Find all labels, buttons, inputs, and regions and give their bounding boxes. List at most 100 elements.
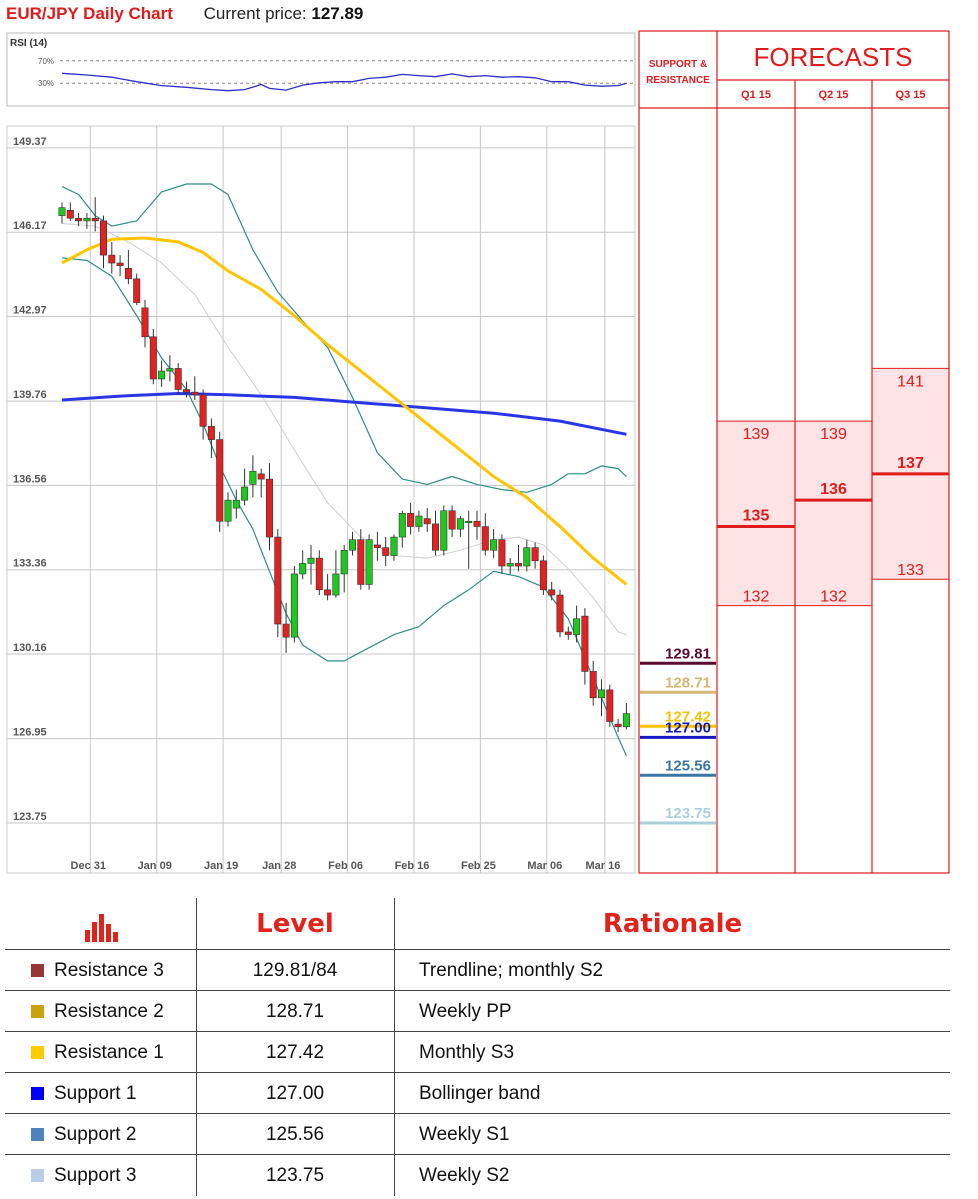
series-line-moving-average bbox=[61, 392, 627, 436]
rsi-level-label: 70% bbox=[38, 57, 54, 66]
forecast-low-label: 133 bbox=[897, 562, 924, 579]
level-color-swatch bbox=[31, 964, 44, 977]
level-value: 129.81/84 bbox=[252, 960, 338, 981]
forecast-range-box bbox=[795, 421, 872, 606]
chart-icon bbox=[85, 906, 121, 942]
candle-body bbox=[473, 520, 481, 527]
candle-body bbox=[299, 563, 307, 575]
y-tick-label: 130.16 bbox=[13, 642, 47, 654]
level-name: Support 3 bbox=[54, 1165, 137, 1186]
forecast-panel: 139 135 132 Q1 15 139 136 132 Q2 15 141 137 133 Q3 … bbox=[638, 30, 950, 874]
x-tick-label: Feb 25 bbox=[461, 860, 496, 872]
candle-body bbox=[315, 557, 323, 591]
y-tick-label: 136.56 bbox=[13, 473, 47, 485]
candle-body bbox=[274, 536, 282, 625]
forecast-quarter-label: Q2 15 bbox=[819, 89, 849, 101]
candle-body bbox=[108, 254, 116, 264]
x-tick-label: Mar 16 bbox=[585, 860, 620, 872]
candle-body bbox=[506, 563, 514, 567]
candle-body bbox=[207, 426, 215, 440]
series-line-bollinger-lower bbox=[61, 257, 627, 757]
series-line-bollinger-upper bbox=[61, 183, 627, 493]
forecast-range-box bbox=[717, 421, 795, 606]
y-tick-label: 139.76 bbox=[13, 389, 47, 401]
candle-body bbox=[133, 278, 141, 303]
forecast-mid-label: 135 bbox=[743, 508, 770, 525]
level-name: Resistance 2 bbox=[54, 1001, 164, 1022]
sr-level-label: 129.81 bbox=[665, 645, 711, 662]
current-price-value: 127.89 bbox=[311, 4, 364, 23]
rsi-panel: RSI (14) 70% 30% bbox=[6, 32, 636, 107]
candle-body bbox=[423, 518, 431, 525]
y-tick-label: 149.37 bbox=[13, 136, 47, 148]
table-row: Resistance 2 128.71 Weekly PP bbox=[5, 990, 950, 1032]
candle-body bbox=[83, 217, 91, 222]
candle-body bbox=[149, 336, 157, 380]
level-color-swatch bbox=[31, 1169, 44, 1182]
rationale-header: Rationale bbox=[602, 909, 743, 939]
table-divider bbox=[394, 898, 395, 1196]
candle-body bbox=[548, 589, 556, 596]
forecast-mid-label: 136 bbox=[820, 481, 847, 498]
candle-body bbox=[174, 368, 182, 390]
level-value: 125.56 bbox=[265, 1124, 325, 1145]
candle-body bbox=[265, 478, 273, 538]
candle-body bbox=[282, 623, 290, 638]
chart-area: RSI (14)70%30% 149.37146.17142.97139.761… bbox=[6, 30, 950, 874]
rsi-label: RSI (14) bbox=[10, 38, 47, 49]
forecast-high-label: 141 bbox=[897, 373, 924, 390]
forecast-quarter-label: Q1 15 bbox=[741, 89, 771, 101]
table-row: Support 1 127.00 Bollinger band bbox=[5, 1072, 950, 1114]
forecast-mid-label: 137 bbox=[897, 455, 924, 472]
candle-body bbox=[490, 539, 498, 551]
candle-body bbox=[398, 513, 406, 538]
level-value: 127.42 bbox=[265, 1042, 325, 1063]
candle-body bbox=[224, 499, 232, 522]
candle-body bbox=[191, 391, 199, 396]
level-value: 127.00 bbox=[265, 1083, 325, 1104]
candle-body bbox=[564, 631, 572, 635]
x-tick-label: Jan 28 bbox=[262, 860, 296, 872]
level-value: 123.75 bbox=[265, 1165, 325, 1186]
chart-header: EUR/JPY Daily Chart Current price: 127.8… bbox=[6, 4, 363, 28]
candle-body bbox=[75, 217, 83, 222]
candle-body bbox=[382, 547, 390, 556]
x-tick-label: Feb 06 bbox=[328, 860, 363, 872]
table-divider bbox=[196, 898, 197, 1196]
rsi-level-label: 30% bbox=[38, 79, 54, 88]
series-line-moving-average bbox=[61, 236, 628, 586]
candle-body bbox=[199, 394, 207, 427]
level-color-swatch bbox=[31, 1046, 44, 1059]
candle-body bbox=[100, 220, 108, 256]
candle-body bbox=[556, 594, 564, 633]
candle-body bbox=[539, 560, 547, 591]
level-rationale: Weekly PP bbox=[419, 1001, 512, 1022]
table-row: Resistance 1 127.42 Monthly S3 bbox=[5, 1031, 950, 1073]
candle-body bbox=[365, 539, 373, 585]
candle-body bbox=[481, 526, 489, 551]
x-tick-label: Jan 09 bbox=[138, 860, 172, 872]
chart-title: EUR/JPY Daily Chart bbox=[6, 4, 173, 23]
candle-body bbox=[290, 573, 298, 638]
y-tick-label: 146.17 bbox=[13, 220, 47, 232]
level-rationale: Bollinger band bbox=[419, 1083, 541, 1104]
sr-level-label: 125.56 bbox=[665, 757, 711, 774]
candle-body bbox=[66, 210, 74, 219]
candle-body bbox=[183, 389, 191, 393]
level-name: Resistance 3 bbox=[54, 960, 164, 981]
levels-table: Level Rationale Resistance 3 129.81/84 Tre… bbox=[5, 896, 950, 1196]
level-rationale: Weekly S2 bbox=[419, 1165, 510, 1186]
candle-body bbox=[58, 207, 66, 216]
y-tick-label: 133.36 bbox=[13, 558, 47, 570]
candle-body bbox=[348, 539, 356, 551]
sr-label: RESISTANCE bbox=[646, 75, 710, 86]
candle-body bbox=[614, 723, 622, 728]
x-tick-label: Mar 06 bbox=[527, 860, 562, 872]
candle-body bbox=[431, 523, 439, 551]
level-name: Support 2 bbox=[54, 1124, 137, 1145]
level-rationale: Trendline; monthly S2 bbox=[419, 960, 604, 981]
candle-body bbox=[241, 486, 249, 501]
candle-body bbox=[523, 547, 531, 567]
candle-body bbox=[465, 520, 473, 524]
level-rationale: Weekly S1 bbox=[419, 1124, 510, 1145]
